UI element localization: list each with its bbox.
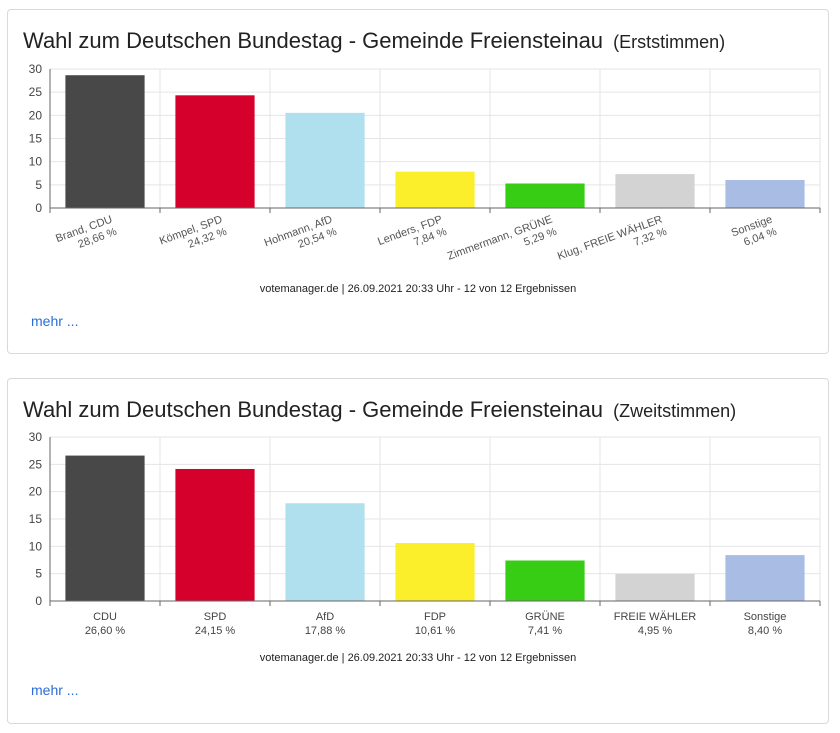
- category-label: SPD: [204, 611, 227, 623]
- y-tick-label: 0: [35, 594, 42, 608]
- category-label: Sonstige: [744, 611, 787, 623]
- y-tick-label: 30: [29, 62, 43, 76]
- more-link[interactable]: mehr ...: [31, 313, 79, 329]
- y-tick-label: 20: [29, 485, 43, 499]
- bar-5: [505, 183, 585, 208]
- y-tick-label: 5: [35, 178, 42, 192]
- source-note: votemanager.de | 26.09.2021 20:33 Uhr - …: [259, 283, 577, 295]
- y-tick-label: 5: [35, 567, 42, 581]
- chart-title: Wahl zum Deutschen Bundestag - Gemeinde …: [23, 28, 725, 54]
- y-tick-label: 15: [29, 132, 43, 146]
- value-label: 26,60 %: [85, 625, 126, 637]
- category-label: AfD: [316, 611, 334, 623]
- chart-subtitle: (Erststimmen): [613, 32, 726, 52]
- y-tick-label: 0: [35, 201, 42, 215]
- bar-7: [725, 180, 805, 208]
- value-label: 10,61 %: [415, 625, 456, 637]
- more-link[interactable]: mehr ...: [31, 682, 79, 698]
- bar-1: [65, 75, 145, 208]
- bar-4: [395, 171, 475, 208]
- results-card-zweitstimmen: Wahl zum Deutschen Bundestag - Gemeinde …: [7, 378, 829, 724]
- chart-title-text: Wahl zum Deutschen Bundestag - Gemeinde …: [23, 397, 604, 422]
- bar-chart-zweitstimmen: 0 5 10 15 20 25 30 CDU 26,60 % SPD 24,15 % AfD 17,88…: [29, 430, 821, 637]
- y-tick-label: 30: [29, 430, 43, 444]
- bar-6: [615, 573, 695, 601]
- bar-5: [505, 560, 585, 601]
- chart-title-text: Wahl zum Deutschen Bundestag - Gemeinde …: [23, 28, 604, 53]
- bar-3: [285, 112, 365, 208]
- value-label: 24,15 %: [195, 625, 236, 637]
- y-tick-label: 10: [29, 155, 43, 169]
- category-label: FREIE WÄHLER: [614, 611, 697, 623]
- category-label: FDP: [424, 611, 446, 623]
- bar-3: [285, 503, 365, 601]
- results-card-erststimmen: Wahl zum Deutschen Bundestag - Gemeinde …: [7, 9, 829, 354]
- y-tick-label: 15: [29, 512, 43, 526]
- value-label: 8,40 %: [748, 625, 782, 637]
- y-tick-label: 10: [29, 539, 43, 553]
- bar-4: [395, 542, 475, 601]
- bar-6: [615, 174, 695, 208]
- chart-title: Wahl zum Deutschen Bundestag - Gemeinde …: [23, 397, 736, 423]
- value-label: 7,41 %: [528, 625, 562, 637]
- y-tick-label: 20: [29, 108, 43, 122]
- bar-1: [65, 455, 145, 601]
- chart-subtitle: (Zweitstimmen): [613, 401, 737, 421]
- value-label: 4,95 %: [638, 625, 672, 637]
- category-label: CDU: [93, 611, 117, 623]
- source-note: votemanager.de | 26.09.2021 20:33 Uhr - …: [259, 652, 577, 664]
- bar-2: [175, 468, 255, 601]
- category-label: GRÜNE: [525, 611, 565, 623]
- value-label: 17,88 %: [305, 625, 346, 637]
- bar-2: [175, 95, 255, 208]
- y-tick-label: 25: [29, 85, 43, 99]
- bar-7: [725, 555, 805, 601]
- y-tick-label: 25: [29, 457, 43, 471]
